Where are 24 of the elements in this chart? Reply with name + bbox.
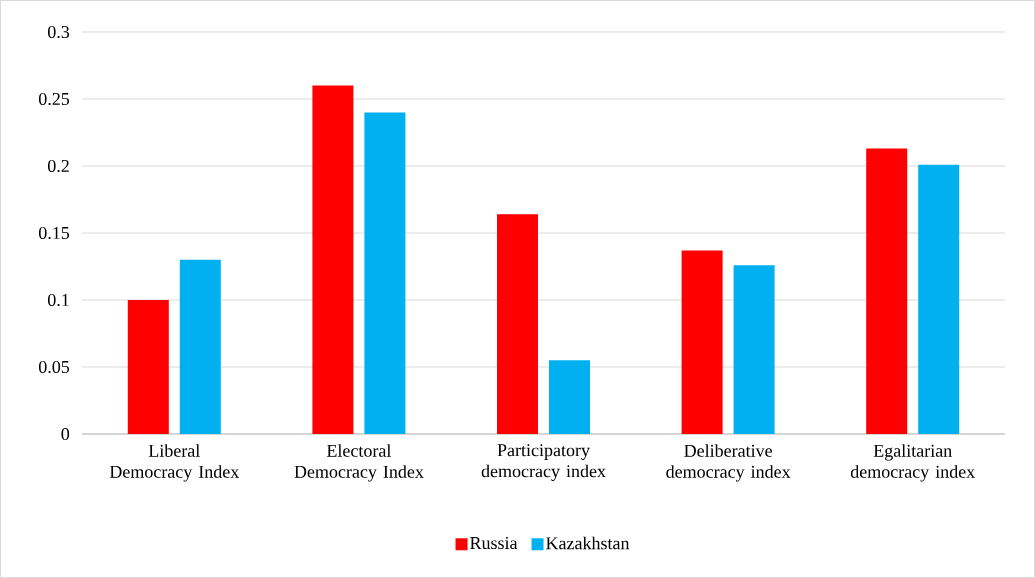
x-tick-label: Liberal Democracy Index: [109, 444, 240, 482]
legend-label: Russia: [470, 536, 518, 550]
bar: [733, 265, 775, 434]
y-tick-label: 0.15: [38, 226, 70, 240]
y-tick-label: 0.3: [47, 25, 70, 39]
y-tick-label: 0.2: [47, 159, 69, 173]
y-tick-label: 0.25: [38, 92, 70, 106]
y-tick-label: 0.1: [47, 293, 69, 307]
bar: [312, 85, 354, 434]
bar: [918, 164, 960, 434]
x-tick-label: Electoral Democracy Index: [294, 444, 424, 482]
bar: [549, 360, 591, 434]
x-tick-label: Egalitarian democracy index: [850, 444, 975, 482]
x-tick-label: Deliberative democracy index: [666, 444, 791, 482]
bar: [364, 112, 406, 434]
bar: [681, 250, 723, 434]
y-tick-label: 0: [61, 427, 70, 441]
y-tick-label: 0.05: [38, 360, 70, 374]
bar: [866, 148, 908, 434]
bar: [497, 214, 538, 434]
x-tick-label: Participatory democracy index: [481, 444, 606, 482]
legend-label: Kazakhstan: [546, 536, 630, 550]
bar: [127, 300, 169, 434]
bar: [179, 259, 221, 434]
